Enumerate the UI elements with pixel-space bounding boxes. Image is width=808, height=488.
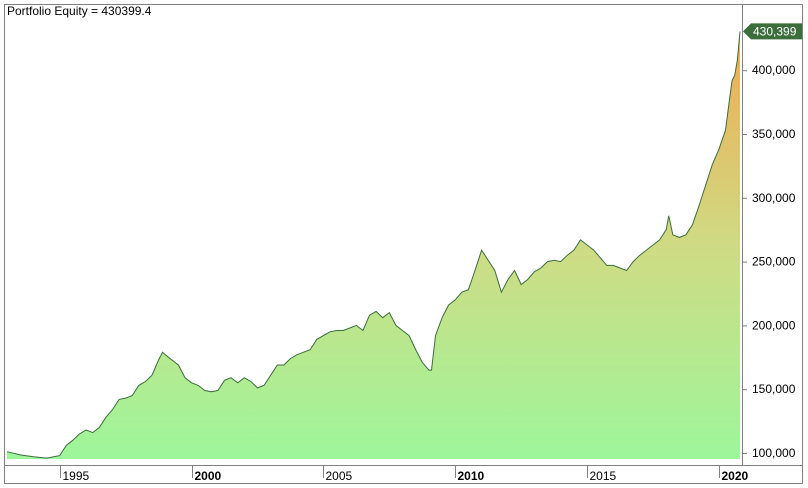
y-tick-label: 400,000 [752,63,796,77]
y-tick-label: 200,000 [752,318,796,332]
x-tick-label: 2000 [195,469,222,483]
y-tick-label: 250,000 [752,255,796,269]
y-tick-label: 300,000 [752,191,796,205]
y-tick-label: 100,000 [752,446,796,460]
x-axis-ticks: 1995 2000 2005 2010 2015 2020 [60,466,749,483]
equity-line [6,31,741,459]
last-value-marker: 430,399 [743,23,802,40]
x-tick-label: 2015 [590,469,617,483]
x-tick-label: 2020 [722,469,749,483]
last-value-label: 430,399 [753,24,797,38]
x-tick-label: 1995 [63,469,90,483]
chart-title: Portfolio Equity = 430399.4 [7,4,152,18]
last-value-badge [743,23,802,40]
x-tick-label: 2010 [458,469,485,483]
y-tick-label: 350,000 [752,127,796,141]
y-tick-label: 150,000 [752,382,796,396]
x-tick-label: 2005 [326,469,353,483]
equity-area [7,31,740,460]
y-axis-ticks: 100,000 150,000 200,000 250,000 300,000 350,0… [742,63,796,460]
